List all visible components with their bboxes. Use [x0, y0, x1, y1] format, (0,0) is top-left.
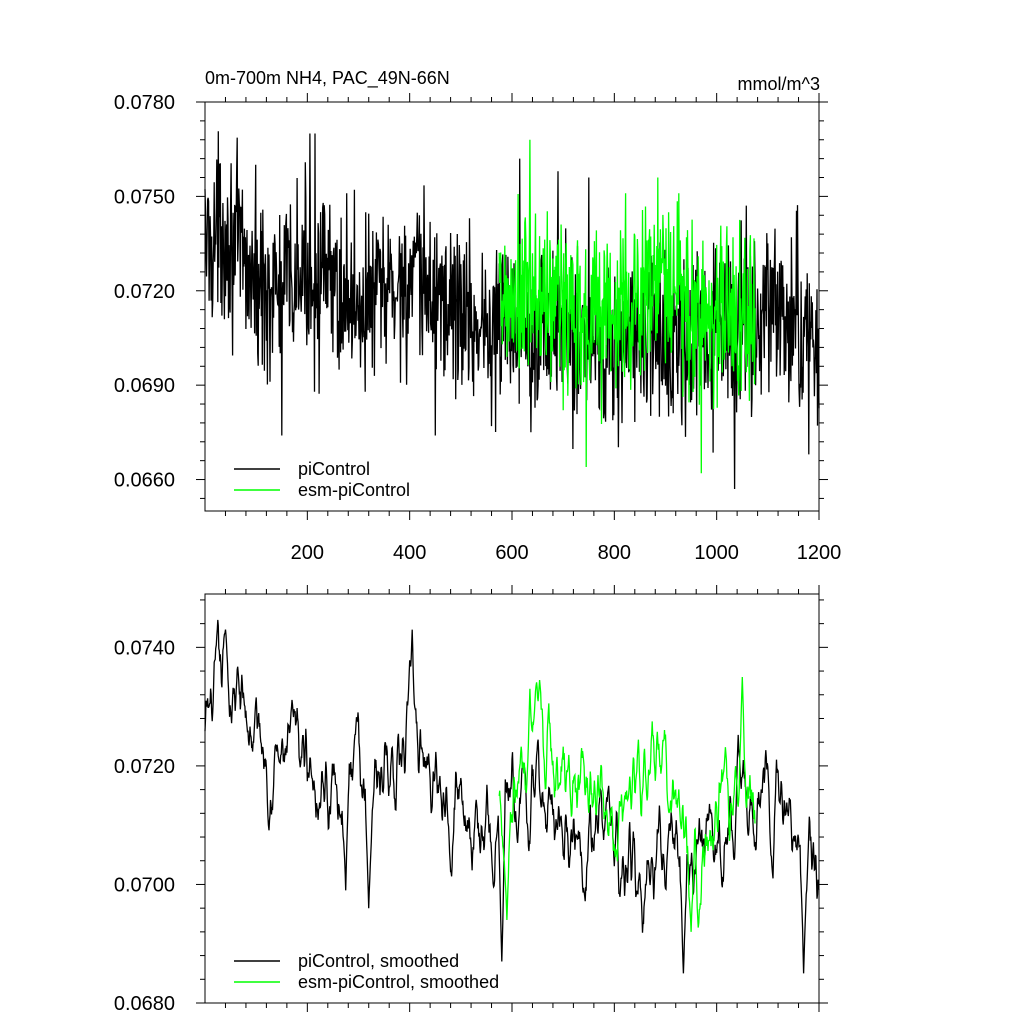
- legend-label-picontrol-smoothed: piControl, smoothed: [298, 951, 459, 971]
- x-tick-label-top: 400: [393, 542, 426, 564]
- x-tick-label-top: 800: [598, 542, 631, 564]
- series-line-bottom-esm-picontrol-smoothed: [498, 676, 756, 932]
- x-tick-label-top: 1000: [694, 542, 739, 564]
- y-tick-label-top: 0.0660: [114, 470, 175, 492]
- top-panel-units: mmol/m^3: [738, 74, 820, 94]
- bottom-panel-ticks: 0.0680 0.0700 0.0720 0.0740: [114, 585, 828, 1015]
- top-panel-legend: piControl esm-piControl: [234, 459, 410, 500]
- legend-label-picontrol: piControl: [298, 459, 370, 479]
- y-tick-label-top: 0.0720: [114, 281, 175, 303]
- y-tick-label-top: 0.0750: [114, 186, 175, 208]
- series-line-bottom-picontrol-smoothed: [204, 619, 820, 974]
- series-line-top-esm-picontrol: [498, 139, 756, 474]
- x-tick-label-top: 600: [495, 542, 528, 564]
- y-tick-label-bottom: 0.0700: [114, 874, 175, 896]
- y-tick-label-bottom: 0.0680: [114, 993, 175, 1015]
- top-panel-ticks: 200 400 600 800 1000 1200 0.0660 0.0690 0.0720 0.…: [114, 92, 841, 564]
- bottom-panel: 0.0680 0.0700 0.0720 0.0740 piControl, smoo…: [114, 585, 828, 1015]
- y-tick-label-top: 0.0690: [114, 375, 175, 397]
- top-panel-title: 0m-700m NH4, PAC_49N-66N: [205, 68, 450, 89]
- legend-label-esm-picontrol-smoothed: esm-piControl, smoothed: [298, 972, 499, 992]
- top-panel-series-layer: [204, 131, 820, 490]
- top-panel-frame: [204, 101, 820, 512]
- bottom-panel-frame: [204, 593, 820, 1004]
- x-tick-label-top: 1200: [797, 542, 842, 564]
- bottom-panel-series-layer: [204, 619, 820, 974]
- y-tick-label-bottom: 0.0740: [114, 637, 175, 659]
- legend-label-esm-picontrol: esm-piControl: [298, 480, 410, 500]
- top-panel: 0m-700m NH4, PAC_49N-66N mmol/m^3 200 400…: [114, 68, 841, 564]
- y-tick-label-bottom: 0.0720: [114, 756, 175, 778]
- bottom-panel-legend: piControl, smoothed esm-piControl, smoot…: [234, 951, 499, 992]
- y-tick-label-top: 0.0780: [114, 92, 175, 114]
- x-tick-label-top: 200: [291, 542, 324, 564]
